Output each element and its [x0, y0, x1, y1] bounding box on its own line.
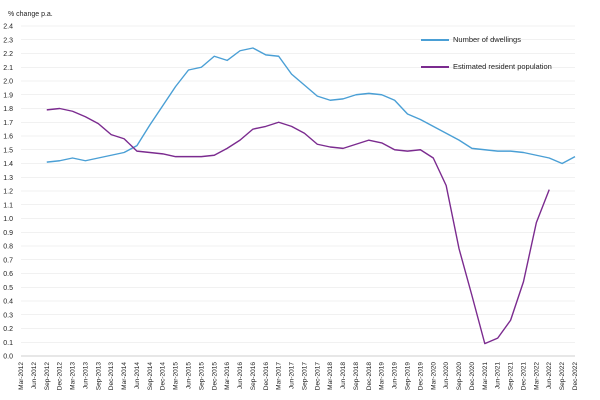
- y-tick-label: 1.3: [3, 175, 13, 182]
- x-tick-label: Jun-2020: [443, 362, 450, 389]
- y-tick-label: 1.7: [3, 120, 13, 127]
- x-tick-label: Mar-2015: [173, 362, 180, 390]
- x-axis-ticks: Mar-2012 Jun-2012 Sep-2012 Dec-2012 Mar-2013…: [18, 362, 579, 391]
- x-tick-label: Jun-2022: [546, 362, 553, 389]
- x-tick-label: Mar-2012: [18, 362, 25, 390]
- x-tick-label: Jun-2018: [340, 362, 347, 389]
- x-tick-label: Dec-2016: [263, 362, 270, 391]
- x-tick-label: Mar-2013: [70, 362, 77, 390]
- y-tick-label: 1.0: [3, 216, 13, 223]
- x-tick-label: Dec-2013: [108, 362, 115, 391]
- x-tick-label: Dec-2014: [160, 362, 167, 391]
- x-tick-label: Sep-2017: [301, 362, 308, 391]
- y-tick-label: 2.0: [3, 79, 13, 86]
- x-tick-label: Sep-2020: [456, 362, 463, 391]
- y-tick-label: 1.1: [3, 202, 13, 209]
- series-line-population: [46, 107, 550, 345]
- x-tick-label: Dec-2012: [57, 362, 64, 391]
- y-axis-label: % change p.a.: [8, 11, 53, 18]
- x-tick-label: Dec-2020: [469, 362, 476, 391]
- gridlines: [21, 25, 575, 343]
- y-tick-label: 0.9: [3, 230, 13, 237]
- x-tick-label: Dec-2022: [572, 362, 579, 391]
- x-tick-label: Mar-2017: [276, 362, 283, 390]
- y-tick-label: 2.2: [3, 51, 13, 58]
- x-tick-label: Dec-2018: [366, 362, 373, 391]
- y-tick-label: 0.6: [3, 271, 13, 278]
- x-tick-label: Sep-2016: [250, 362, 257, 391]
- x-tick-label: Sep-2021: [508, 362, 515, 391]
- x-tick-label: Jun-2014: [134, 362, 141, 389]
- y-tick-label: 0.5: [3, 285, 13, 292]
- y-axis-ticks: 0.0 0.1 0.2 0.3 0.4 0.5 0.6 0.7 0.8 0.9 1.0 1.1 1.2 1…: [3, 24, 13, 361]
- x-tick-label: Mar-2021: [482, 362, 489, 390]
- x-tick-label: Mar-2022: [533, 362, 540, 390]
- x-tick-label: Sep-2013: [95, 362, 102, 391]
- x-tick-label: Dec-2017: [314, 362, 321, 391]
- legend-label-dwellings: Number of dwellings: [453, 35, 521, 44]
- x-tick-label: Jun-2012: [31, 362, 38, 389]
- y-tick-label: 0.2: [3, 326, 13, 333]
- series-lines: [46, 47, 576, 345]
- x-tick-label: Sep-2014: [147, 362, 154, 391]
- x-tick-label: Jun-2016: [237, 362, 244, 389]
- y-tick-label: 0.8: [3, 244, 13, 251]
- y-tick-label: 1.6: [3, 134, 13, 141]
- series-line-dwellings: [46, 47, 576, 165]
- y-tick-label: 0.3: [3, 312, 13, 319]
- y-tick-label: 2.4: [3, 24, 13, 31]
- legend-swatch-population: [421, 65, 449, 68]
- y-tick-label: 1.9: [3, 92, 13, 99]
- legend-item-dwellings: Number of dwellings: [421, 35, 521, 44]
- x-tick-label: Jun-2015: [185, 362, 192, 389]
- legend-item-population: Estimated resident population: [421, 62, 552, 71]
- x-tick-label: Mar-2014: [121, 362, 128, 390]
- x-tick-label: Sep-2018: [353, 362, 360, 391]
- x-tick-label: Dec-2015: [211, 362, 218, 391]
- y-tick-label: 0.0: [3, 354, 13, 361]
- x-tick-label: Jun-2013: [82, 362, 89, 389]
- x-tick-label: Sep-2015: [198, 362, 205, 391]
- y-tick-label: 1.2: [3, 189, 13, 196]
- x-tick-label: Sep-2019: [405, 362, 412, 391]
- x-tick-label: Jun-2021: [495, 362, 502, 389]
- x-tick-label: Mar-2016: [224, 362, 231, 390]
- legend-swatch-dwellings: [421, 38, 449, 41]
- x-tick-label: Mar-2019: [379, 362, 386, 390]
- y-tick-label: 1.4: [3, 161, 13, 168]
- y-tick-label: 0.7: [3, 257, 13, 264]
- y-tick-label: 0.1: [3, 340, 13, 347]
- y-tick-label: 1.8: [3, 106, 13, 113]
- x-tick-label: Dec-2019: [417, 362, 424, 391]
- x-tick-label: Sep-2012: [44, 362, 51, 391]
- x-tick-label: Mar-2020: [430, 362, 437, 390]
- legend-label-population: Estimated resident population: [453, 62, 552, 71]
- y-tick-label: 2.1: [3, 65, 13, 72]
- y-tick-label: 1.5: [3, 147, 13, 154]
- y-tick-label: 2.3: [3, 37, 13, 44]
- x-tick-label: Jun-2017: [289, 362, 296, 389]
- x-tick-label: Mar-2018: [327, 362, 334, 390]
- x-tick-label: Sep-2022: [559, 362, 566, 391]
- x-tick-label: Dec-2021: [520, 362, 527, 391]
- x-tick-label: Jun-2019: [392, 362, 399, 389]
- y-tick-label: 0.4: [3, 299, 13, 306]
